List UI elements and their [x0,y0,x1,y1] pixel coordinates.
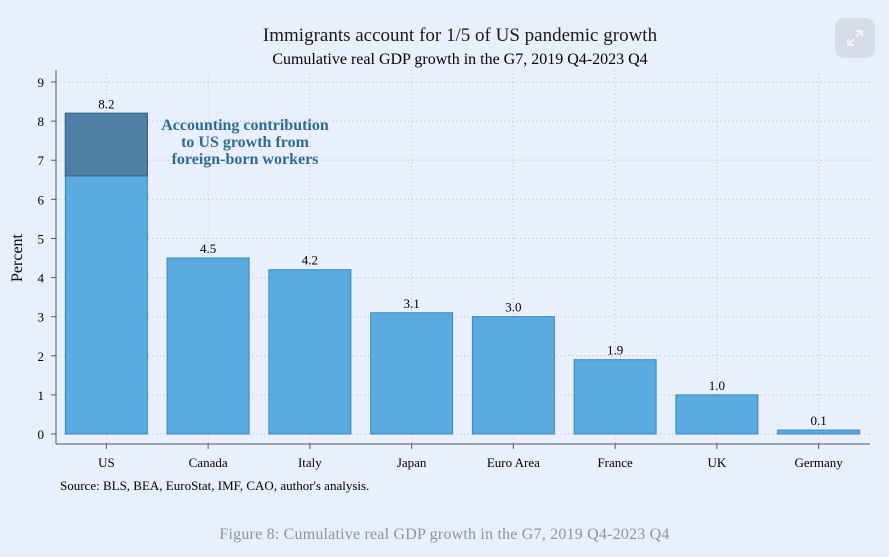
x-tick-label: Germany [794,455,843,470]
bar-canada [166,257,250,435]
expand-button[interactable] [835,18,875,58]
x-tick-label: France [597,455,633,470]
bar-germany [777,429,861,435]
data-label: 0.1 [811,413,827,428]
source-note: Source: BLS, BEA, EuroStat, IMF, CAO, au… [60,478,369,493]
y-tick-label: 3 [38,310,45,325]
bar-euro-area [471,316,555,435]
x-tick-label: Italy [298,455,322,470]
data-label: 3.1 [404,296,420,311]
x-tick-label: UK [707,455,726,470]
figure-caption: Figure 8: Cumulative real GDP growth in … [219,526,670,543]
data-label: 1.0 [709,378,725,393]
data-label: 4.5 [200,241,216,256]
y-tick-label: 0 [38,427,45,442]
x-tick-label: Japan [397,455,427,470]
annotation: Accounting contribution to US growth fro… [161,117,329,168]
annotation-line-2: to US growth from [181,134,310,151]
chart-title: Immigrants account for 1/5 of US pandemi… [263,25,658,46]
y-tick-label: 7 [38,153,45,168]
data-label: 3.0 [505,300,521,315]
chart-subtitle: Cumulative real GDP growth in the G7, 20… [272,51,647,68]
x-tick-label: US [98,455,115,470]
data-label: 1.9 [607,343,623,358]
annotation-line-1: Accounting contribution [161,117,329,134]
y-axis-label: Percent [9,233,26,282]
bar-chart: Immigrants account for 1/5 of US pandemi… [9,25,870,493]
annotation-line-3: foreign-born workers [172,151,319,168]
y-tick-label: 2 [38,349,45,364]
x-tick-label: Canada [189,455,228,470]
y-tick-label: 1 [38,388,45,403]
x-tick-label: Euro Area [487,455,540,470]
y-tick-label: 5 [38,231,45,246]
bar-uk [675,394,759,435]
y-tick-label: 6 [38,192,45,207]
y-tick-label: 8 [38,114,45,129]
data-label: 4.2 [302,253,318,268]
bar-france [573,359,657,435]
expand-arrows-icon [847,30,863,46]
y-tick-label: 4 [38,271,45,286]
bar-us-foreign-born-segment [64,112,148,177]
bar-italy [268,269,352,435]
y-tick-label: 9 [38,75,45,90]
data-label: 8.2 [98,96,114,111]
bar-japan [370,312,454,435]
